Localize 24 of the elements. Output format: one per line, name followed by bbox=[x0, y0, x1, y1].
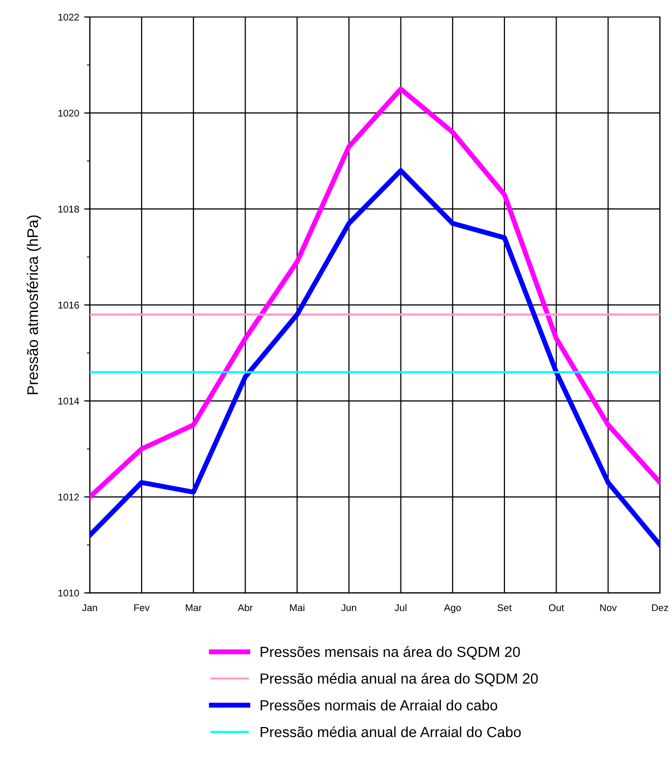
x-tick-label: Nov bbox=[600, 604, 617, 612]
x-tick-label: Abr bbox=[238, 604, 253, 612]
legend-label: Pressão média anual de Arraial do Cabo bbox=[260, 726, 521, 738]
x-tick-label: Jul bbox=[394, 604, 406, 612]
x-tick-label: Dez bbox=[652, 604, 668, 612]
legend-label: Pressões normais de Arraial do cabo bbox=[260, 700, 498, 710]
y-tick-label: 1016 bbox=[58, 302, 79, 309]
y-tick-label: 1020 bbox=[58, 110, 79, 117]
x-tick-label: Ago bbox=[444, 604, 461, 614]
x-tick-label: Jan bbox=[82, 604, 97, 612]
legend-label: Pressões mensais na área do SQDM 20 bbox=[260, 646, 520, 660]
y-tick-label: 1012 bbox=[58, 494, 79, 501]
y-axis-title: Pressão atmosférica (hPa) bbox=[26, 215, 42, 394]
x-tick-label: Mar bbox=[186, 604, 202, 612]
y-tick-label: 1010 bbox=[58, 590, 79, 597]
x-tick-label: Fev bbox=[134, 604, 150, 612]
x-tick-label: Jun bbox=[341, 604, 356, 612]
x-tick-label: Mai bbox=[290, 604, 304, 612]
x-tick-label: Set bbox=[498, 604, 512, 612]
legend-label: Pressão média anual na área do SQDM 20 bbox=[260, 672, 538, 686]
y-tick-label: 1014 bbox=[58, 398, 80, 405]
y-tick-label: 1018 bbox=[58, 206, 79, 213]
x-tick-label: Out bbox=[548, 604, 564, 612]
y-tick-label: 1022 bbox=[58, 14, 79, 21]
